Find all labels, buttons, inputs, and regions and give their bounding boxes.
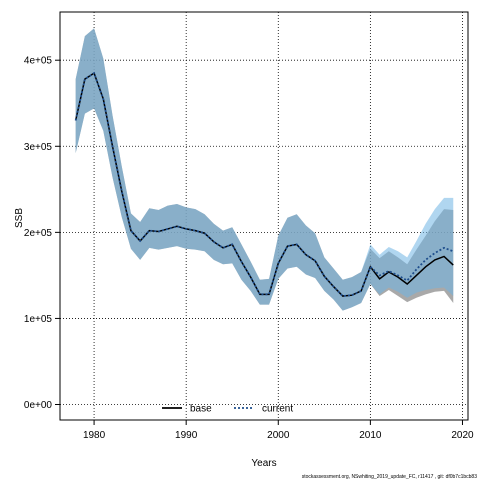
plot-frame bbox=[59, 11, 469, 421]
grid bbox=[60, 12, 468, 420]
current-line bbox=[74, 71, 454, 297]
confidence-bands bbox=[75, 28, 454, 311]
x-tick-label: 2020 bbox=[451, 430, 474, 441]
current-confidence-band bbox=[75, 28, 454, 311]
x-axis-title: Years bbox=[251, 458, 276, 469]
x-tick-label: 1990 bbox=[175, 430, 198, 441]
y-tick-label: 2e+05 bbox=[24, 228, 53, 239]
legend-base-label: base bbox=[190, 404, 212, 415]
x-tick-label: 2000 bbox=[267, 430, 290, 441]
y-tick-label: 4e+05 bbox=[24, 56, 53, 67]
y-axis: 0e+00 1e+05 2e+05 3e+05 4e+05 bbox=[24, 56, 60, 411]
x-tick-label: 1980 bbox=[83, 430, 106, 441]
base-line bbox=[74, 71, 454, 297]
series-lines bbox=[74, 71, 454, 297]
legend: base current bbox=[162, 404, 293, 415]
x-tick-label: 2010 bbox=[359, 430, 382, 441]
x-axis: 1980 1990 2000 2010 2020 bbox=[83, 420, 474, 441]
y-tick-label: 3e+05 bbox=[24, 142, 53, 153]
legend-current-label: current bbox=[262, 404, 293, 415]
y-tick-label: 0e+00 bbox=[24, 400, 53, 411]
y-tick-label: 1e+05 bbox=[24, 314, 53, 325]
y-axis-title: SSB bbox=[14, 208, 25, 228]
footer-source: stockassessment.org, NSwhiting_2019_upda… bbox=[302, 474, 478, 480]
